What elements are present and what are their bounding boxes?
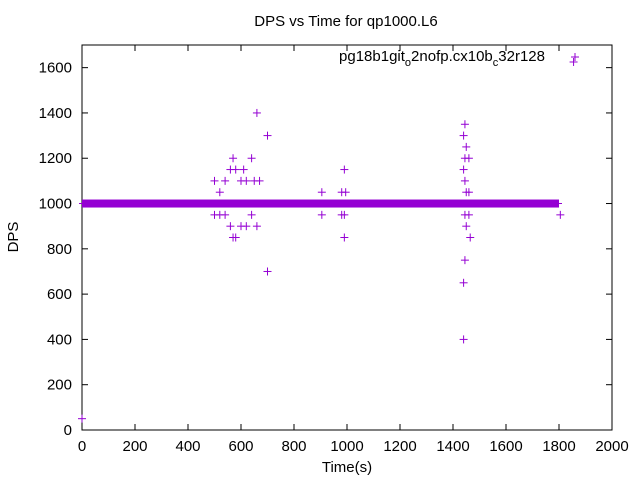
y-tick-label: 1400 <box>39 105 72 122</box>
baseline-points <box>79 199 562 208</box>
data-point <box>317 188 326 197</box>
legend-text-part: 2nofp.cx10b <box>411 48 493 65</box>
data-point <box>210 176 219 185</box>
data-point <box>340 233 349 242</box>
series-points <box>78 57 578 423</box>
y-tick-label: 0 <box>64 422 72 439</box>
data-point <box>78 414 86 423</box>
x-axis: 0 200 400 600 800 1000 1200 1400 1600 1800 2000 <box>78 45 629 455</box>
data-point <box>263 131 272 140</box>
data-point <box>459 335 468 344</box>
chart-title: DPS vs Time for qp1000.L6 <box>254 13 437 30</box>
data-point <box>462 142 471 151</box>
legend: pg18b1gito2nofp.cx10bc32r128 <box>339 48 579 69</box>
data-point <box>340 165 349 174</box>
y-tick-label: 1200 <box>39 150 72 167</box>
data-point <box>460 256 469 265</box>
x-tick-label: 200 <box>122 438 147 455</box>
data-point <box>226 222 235 231</box>
legend-text-part: pg18b1git <box>339 48 406 65</box>
x-tick-label: 400 <box>175 438 200 455</box>
data-point <box>215 188 224 197</box>
legend-marker-plus <box>571 53 579 61</box>
data-point <box>460 176 469 185</box>
data-point <box>221 176 230 185</box>
data-point <box>242 176 251 185</box>
data-point <box>464 154 473 163</box>
data-point <box>460 120 469 129</box>
data-point <box>252 222 261 231</box>
x-tick-label: 2000 <box>595 438 628 455</box>
y-axis-title: DPS <box>5 222 22 253</box>
legend-label: pg18b1gito2nofp.cx10bc32r128 <box>339 48 545 69</box>
legend-subscript: o <box>405 57 411 69</box>
y-tick-label: 200 <box>47 377 72 394</box>
data-point <box>459 131 468 140</box>
y-tick-label: 1000 <box>39 196 72 213</box>
x-axis-title: Time(s) <box>322 459 372 476</box>
x-tick-label: 1800 <box>542 438 575 455</box>
y-axis: 0 200 400 600 800 1000 1200 1400 1600 <box>39 60 612 439</box>
x-tick-label: 1600 <box>489 438 522 455</box>
data-point <box>569 57 578 66</box>
data-point <box>221 210 230 219</box>
data-point <box>247 210 256 219</box>
x-tick-label: 0 <box>78 438 86 455</box>
data-point <box>462 222 471 231</box>
x-tick-label: 1400 <box>436 438 469 455</box>
data-point <box>239 165 248 174</box>
legend-marker <box>571 53 579 61</box>
data-point <box>252 108 261 117</box>
y-tick-label: 800 <box>47 241 72 258</box>
y-tick-label: 400 <box>47 331 72 348</box>
data-point <box>242 222 251 231</box>
data-point <box>231 233 240 242</box>
data-point <box>229 154 238 163</box>
data-point <box>464 210 473 219</box>
data-point <box>464 188 473 197</box>
data-point <box>340 210 349 219</box>
x-tick-label: 1000 <box>330 438 363 455</box>
data-point <box>247 154 256 163</box>
data-point <box>231 165 240 174</box>
legend-subscript: c <box>493 57 499 69</box>
y-tick-label: 1600 <box>39 60 72 77</box>
data-point <box>459 165 468 174</box>
data-point <box>341 188 350 197</box>
x-tick-label: 600 <box>228 438 253 455</box>
x-tick-label: 800 <box>281 438 306 455</box>
data-point <box>466 233 475 242</box>
data-point <box>255 176 264 185</box>
legend-text-part: 32r128 <box>498 48 545 65</box>
x-tick-label: 1200 <box>383 438 416 455</box>
y-tick-label: 600 <box>47 286 72 303</box>
data-point <box>263 267 272 276</box>
data-point <box>556 210 565 219</box>
data-point <box>459 278 468 287</box>
data-point <box>317 210 326 219</box>
